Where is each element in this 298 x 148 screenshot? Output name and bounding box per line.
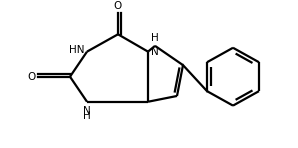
Text: H: H: [83, 111, 91, 121]
Text: O: O: [28, 72, 36, 82]
Text: N: N: [151, 47, 159, 57]
Text: H: H: [151, 33, 159, 43]
Text: O: O: [114, 1, 122, 11]
Text: HN: HN: [69, 45, 84, 55]
Text: N: N: [83, 106, 91, 116]
